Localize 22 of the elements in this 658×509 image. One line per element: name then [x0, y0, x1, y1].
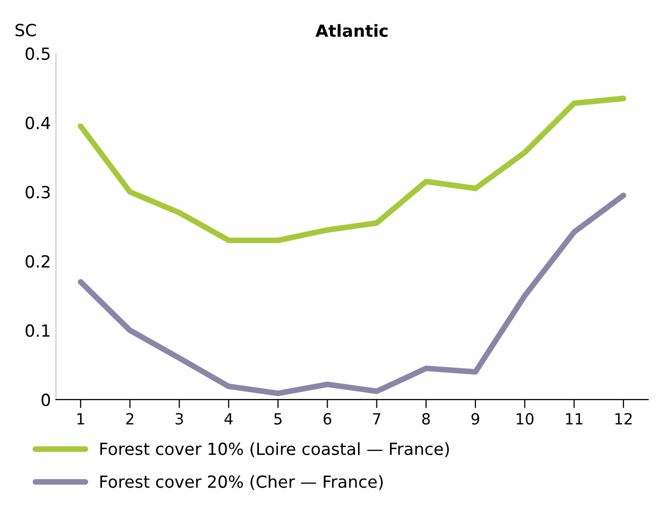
- chart-title: Atlantic: [315, 24, 388, 38]
- y-tick-label: 0.4: [26, 116, 50, 130]
- y-tick-label: 0.2: [26, 255, 50, 268]
- x-tick-label: 7: [373, 413, 380, 424]
- x-tick-label: 5: [274, 413, 282, 425]
- x-tick-label: 1: [77, 413, 84, 424]
- y-tick-label: 0: [42, 394, 50, 406]
- x-tick-label: 9: [472, 413, 480, 425]
- x-tick-label: 12: [615, 413, 632, 424]
- y-tick-label: 0.5: [26, 47, 50, 60]
- x-tick-label: 3: [176, 413, 183, 425]
- x-tick-label: 2: [126, 413, 134, 424]
- x-tick-label: 10: [516, 413, 534, 425]
- y-axis-title: SC: [16, 24, 36, 36]
- y-tick-label: 0.1: [26, 324, 50, 337]
- legend-label: Forest cover 20% (Cher — France): [100, 475, 383, 490]
- x-tick-label: 11: [566, 413, 582, 424]
- x-tick-label: 6: [324, 413, 332, 425]
- legend-label: Forest cover 10% (Loire coastal — France): [100, 442, 449, 458]
- y-tick-label: 0.3: [26, 186, 50, 198]
- x-tick-label: 4: [224, 413, 233, 424]
- x-tick-label: 8: [422, 413, 430, 425]
